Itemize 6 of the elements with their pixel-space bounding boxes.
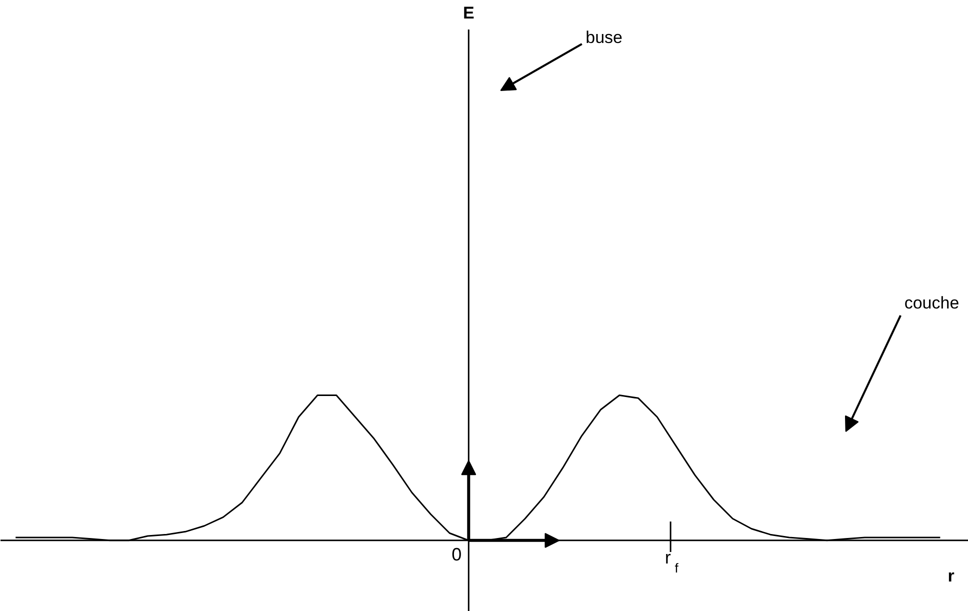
text: rf bbox=[664, 548, 679, 576]
text: E bbox=[462, 3, 474, 22]
text: buse bbox=[586, 28, 623, 48]
text: couche bbox=[904, 294, 960, 313]
text: r bbox=[948, 566, 955, 586]
text: 0 bbox=[452, 544, 462, 565]
